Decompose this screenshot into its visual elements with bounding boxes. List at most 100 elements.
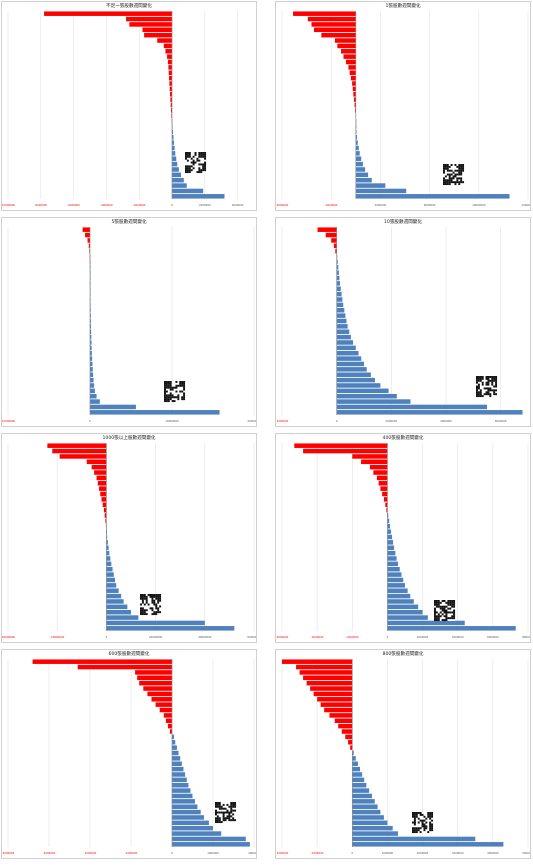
bar [172,745,177,750]
bar [352,777,365,783]
bar [355,172,369,178]
bar [172,740,176,745]
bar [352,454,388,459]
bar [126,16,172,22]
bar [90,340,92,345]
tick-label: 60000000 [247,635,257,639]
bar [172,756,181,761]
bar [336,329,350,334]
bar-chart-svg: -2000000 0 2000000 4000000 6000000 [276,227,523,423]
bar [378,481,388,486]
bar [99,486,107,491]
bar-chart-svg: -4000000 -3000000 -2000000 -1000000 0 1000000… [2,659,256,855]
bar [86,459,107,465]
bar [172,188,204,194]
bar [106,566,113,572]
bar [321,32,356,38]
bar [336,286,341,292]
bar [172,788,191,793]
bar [100,491,107,497]
bar [336,270,339,275]
tick-label: 4000000 [487,851,499,855]
bar [355,156,362,161]
bar [345,59,356,65]
bar [336,367,367,372]
tick-label: -10000000 [2,203,15,207]
chart-panel-5: 1000張以上股數週間變化 -40000000 -20000000 0 2000000… [1,433,257,643]
bar [293,11,356,16]
bar [341,729,353,734]
tick-label: 0 [336,419,338,423]
bar [387,588,408,593]
bar [106,534,108,540]
bar [352,836,476,842]
tick-label: 8000000 [522,635,531,639]
bar [169,86,172,92]
bar [320,702,353,707]
bar [336,345,356,351]
bar [336,350,359,356]
bar-chart-svg: -2000000 -1000000 0 1000000 2000000 3000000 40… [276,659,530,855]
bar [303,675,353,681]
bar [172,804,198,809]
bar [170,92,172,97]
bar [168,70,172,76]
bar [329,713,353,718]
bar [352,772,363,777]
bar [172,156,177,161]
bar [336,275,340,281]
bar [355,177,372,183]
bar [352,761,358,766]
tick-label: -6000000 [67,203,80,207]
qr-code-icon [140,594,162,616]
bar [336,313,346,318]
tick-label: 2000000 [199,203,211,207]
bar [336,410,523,415]
bar [336,281,340,286]
bar [52,448,107,454]
bar [172,772,186,777]
chart-title: 400張股數週間變化 [382,436,424,441]
qr-code-icon [164,381,186,403]
bar [387,626,516,631]
bar [333,243,337,249]
bar [90,350,92,356]
bar [172,145,175,151]
bar [352,831,398,836]
bar [90,275,91,281]
bar [387,620,465,626]
bar [299,670,353,675]
bar [352,793,372,799]
bar [383,497,388,502]
tick-label: 2000000 [375,203,387,207]
tick-label: 0 [89,419,91,423]
chart-title: 1000張以上股數週間變化 [102,436,156,441]
bar [296,664,353,670]
bar [336,356,362,361]
tick-label: -2000000 [276,419,289,423]
bar [169,729,172,734]
bar [294,443,388,448]
bar [170,97,172,102]
chart-panel-2: 1張股數週間變化 -6000000 -2000000 2000000 6000000 1… [275,1,531,211]
bar [334,38,356,43]
bar [336,340,354,345]
bar-chart-svg: -10000000 0 10000000 20000000 [2,227,256,423]
bar [313,691,353,697]
bar [44,11,172,16]
bar [355,134,358,140]
bar [106,550,110,556]
bar [172,815,204,820]
bar [336,259,338,265]
bar [349,70,356,76]
bar [336,372,371,377]
bar [90,313,91,318]
bar [90,329,92,334]
bar [172,140,174,145]
chart-title: 5張股數週間變化 [111,220,147,225]
bar [336,324,348,329]
bar [47,443,107,448]
bar [387,545,395,550]
tick-label: 6000000 [495,419,507,423]
bar-chart-svg: -40000000 -20000000 0 20000000 40000000 60000… [2,443,257,639]
